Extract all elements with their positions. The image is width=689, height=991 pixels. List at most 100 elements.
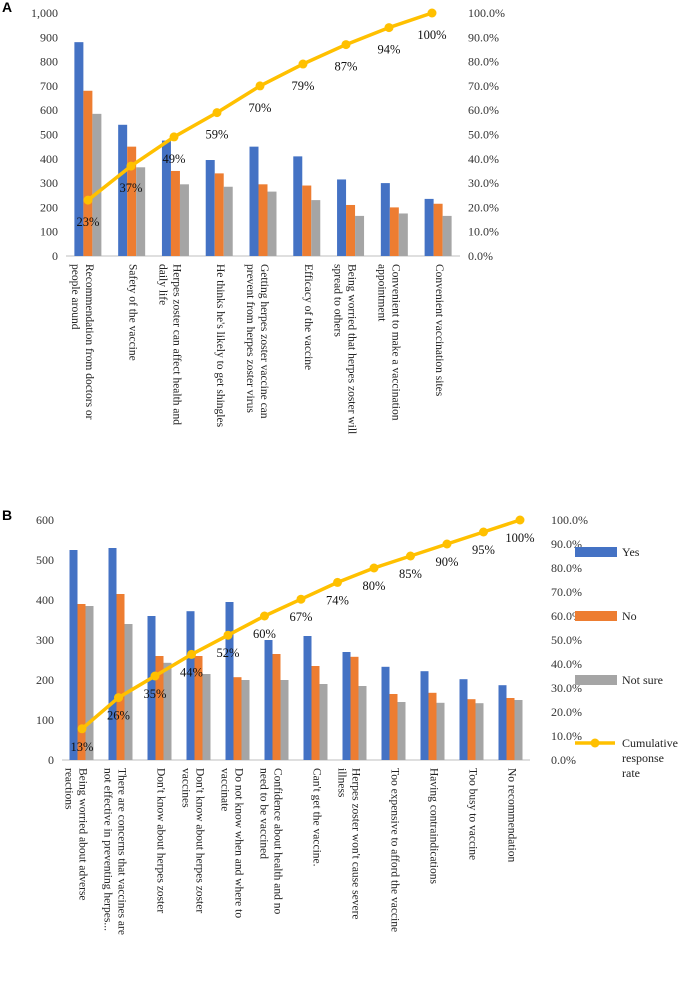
bar-not-sure [319, 684, 328, 760]
bar-no [428, 692, 437, 760]
y-tick-label: 0 [48, 753, 54, 767]
legend-label: response [622, 751, 664, 765]
category-label: illness [336, 768, 348, 798]
cumulative-point [223, 630, 233, 640]
category-label: Herpes zoster won't cause severe [350, 768, 362, 920]
legend-swatch-not-sure [575, 675, 617, 685]
y2-tick-label: 0.0% [468, 249, 493, 263]
bar-no [302, 185, 312, 256]
cumulative-point [114, 693, 123, 703]
category-label: Can't get the vaccine. [311, 768, 323, 867]
bar-no [155, 656, 164, 760]
cumulative-point [298, 59, 308, 69]
y2-tick-label: 100.0% [551, 513, 588, 527]
bar-no [311, 666, 320, 760]
y-tick-label: 600 [36, 513, 54, 527]
y2-tick-label: 20.0% [468, 200, 499, 214]
category-label: prevent from herpes zoster virus [244, 264, 256, 413]
bar-yes [161, 140, 171, 256]
bar-yes [108, 548, 117, 760]
cumulative-point [126, 161, 136, 171]
bar-not-sure [92, 113, 102, 256]
cumulative-label: 13% [71, 740, 94, 754]
bar-yes [249, 146, 259, 256]
y2-tick-label: 70.0% [468, 79, 499, 93]
cumulative-label: 59% [206, 128, 229, 142]
cumulative-point [296, 594, 306, 604]
category-label: daily life [156, 264, 168, 305]
y2-tick-label: 100.0% [468, 6, 505, 20]
y-tick-label: 1,000 [31, 6, 58, 20]
cumulative-label: 44% [180, 665, 203, 679]
y-tick-label: 300 [40, 176, 58, 190]
bar-not-sure [442, 215, 452, 256]
cumulative-label: 90% [436, 555, 459, 569]
cumulative-point [442, 539, 452, 549]
category-label: appointment [375, 264, 387, 322]
bar-yes [147, 616, 156, 760]
panel-label-a: A [2, 0, 12, 15]
cumulative-point [212, 108, 222, 118]
bar-no [272, 654, 281, 760]
cumulative-point [427, 8, 437, 18]
y2-tick-label: 20.0% [551, 705, 582, 719]
bar-yes [424, 198, 434, 256]
cumulative-point [150, 671, 160, 681]
cumulative-label: 49% [163, 152, 186, 166]
y-tick-label: 300 [36, 633, 54, 647]
legend-label: rate [622, 766, 640, 780]
cumulative-point [169, 132, 179, 142]
category-label: Convenient vaccination sites [433, 264, 445, 397]
category-label: need to be vaccined [258, 768, 270, 859]
panel-b-chart: 0 100 200 300 400 500 600 0.0% 10.0% 20.0% 30.0% 40… [36, 513, 678, 935]
bar-no [433, 203, 443, 256]
legend-label: Not sure [622, 673, 663, 687]
category-label: Being worried about adverse [77, 768, 89, 901]
cumulative-label: 35% [144, 687, 167, 701]
bar-no [83, 90, 93, 256]
category-label: Being worried that herpes zoster will [346, 264, 358, 434]
y-tick-label: 400 [40, 152, 58, 166]
bar-not-sure [267, 191, 277, 256]
bar-yes [118, 124, 128, 256]
category-label: He thinks he's likely to get shingles [214, 264, 226, 428]
category-label: Don't know about herpes zoster [155, 768, 167, 913]
category-label: Too expensive to afford the vaccine [389, 768, 401, 932]
bar-not-sure [311, 200, 321, 256]
bar-yes [342, 652, 351, 760]
y2-tick-label: 10.0% [468, 225, 499, 239]
cumulative-point [369, 563, 379, 573]
cumulative-label: 87% [335, 60, 358, 74]
y-tick-label: 500 [40, 128, 58, 142]
bar-not-sure [436, 702, 445, 760]
category-label: Too busy to vaccine [467, 768, 479, 860]
bar-not-sure [398, 213, 408, 256]
bar-no [116, 594, 125, 760]
cumulative-label: 23% [77, 215, 100, 229]
bar-not-sure [397, 702, 406, 760]
cumulative-label: 67% [290, 610, 313, 624]
bar-not-sure [179, 184, 189, 256]
y2-tick-label: 80.0% [551, 561, 582, 575]
category-label: Convenient to make a vaccination [389, 264, 401, 421]
bar-no [77, 604, 86, 760]
bar-no [127, 146, 137, 256]
category-label: No recommendation [506, 768, 518, 862]
y2-tick-label: 30.0% [551, 681, 582, 695]
y2-tick-label: 70.0% [551, 585, 582, 599]
bar-yes [264, 640, 273, 760]
bar-no [258, 184, 268, 256]
bar-no [389, 207, 399, 256]
legend-swatch-yes [575, 547, 617, 557]
bar-yes [459, 679, 468, 760]
bar-no [214, 173, 224, 256]
legend-label: Yes [622, 545, 640, 559]
bar-yes [380, 183, 390, 256]
y-tick-label: 900 [40, 30, 58, 44]
bar-yes [337, 179, 347, 256]
y2-tick-label: 40.0% [468, 152, 499, 166]
cumulative-point [83, 195, 93, 205]
cumulative-point [77, 724, 87, 734]
cumulative-label: 26% [107, 709, 130, 723]
